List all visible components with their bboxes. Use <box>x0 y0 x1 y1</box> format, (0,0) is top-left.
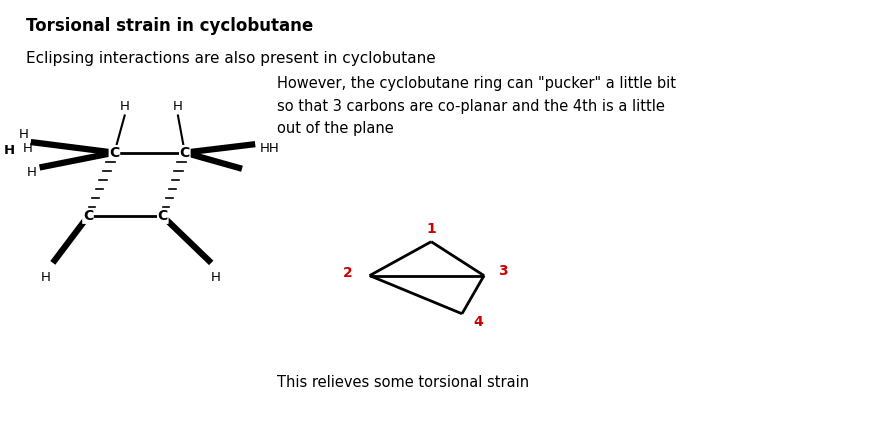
Text: 1: 1 <box>426 222 436 236</box>
Text: Eclipsing interactions are also present in cyclobutane: Eclipsing interactions are also present … <box>26 51 436 66</box>
Text: H: H <box>23 142 33 155</box>
Text: C: C <box>109 145 120 160</box>
Text: H: H <box>18 128 28 141</box>
Text: C: C <box>180 145 190 160</box>
Text: C: C <box>83 209 93 223</box>
Text: H: H <box>210 271 221 284</box>
Text: H: H <box>4 145 15 157</box>
Text: This relieves some torsional strain: This relieves some torsional strain <box>277 375 530 390</box>
Text: 4: 4 <box>473 315 483 329</box>
Text: Torsional strain in cyclobutane: Torsional strain in cyclobutane <box>26 17 313 35</box>
Text: H: H <box>120 100 130 113</box>
Text: H: H <box>172 100 183 113</box>
Text: However, the cyclobutane ring can "pucker" a little bit
so that 3 carbons are co: However, the cyclobutane ring can "pucke… <box>277 76 676 136</box>
Text: HH: HH <box>260 142 279 155</box>
Text: H: H <box>27 166 37 179</box>
Text: H: H <box>40 271 51 284</box>
Text: 3: 3 <box>499 264 508 279</box>
Text: C: C <box>158 209 168 223</box>
Text: 2: 2 <box>342 266 353 281</box>
